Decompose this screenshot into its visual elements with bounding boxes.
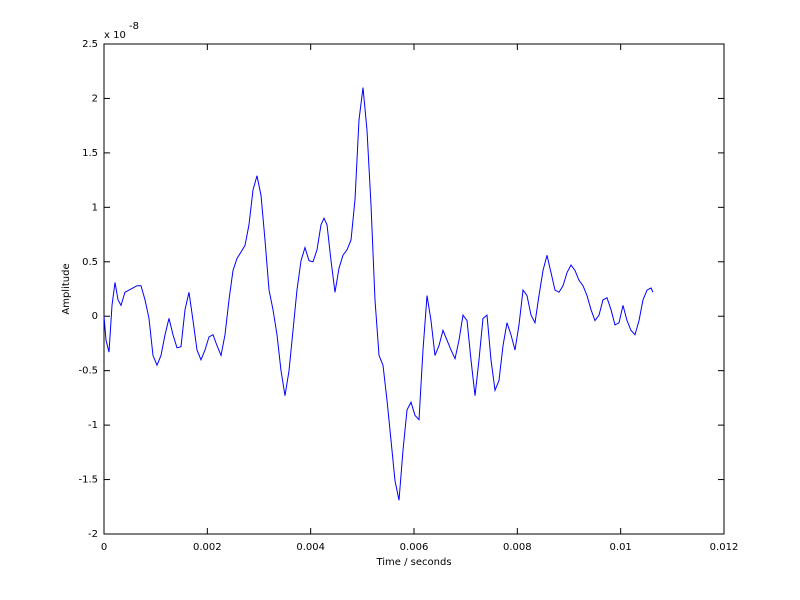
x-tick-label: 0 [101, 542, 107, 553]
x-tick-label: 0.01 [610, 542, 632, 553]
y-tick-label: 1.5 [82, 148, 98, 159]
x-axis-label: Time / seconds [375, 557, 451, 568]
y-multiplier: x 10 [104, 30, 126, 41]
y-tick-label: 2.5 [82, 39, 98, 50]
x-tick-label: 0.006 [400, 542, 429, 553]
y-tick-label: -1 [88, 420, 98, 431]
x-tick-label: 0.012 [710, 542, 739, 553]
y-tick-label: -2 [88, 529, 98, 540]
y-tick-label: 0.5 [82, 257, 98, 268]
data-line [103, 87, 654, 501]
y-axis-label: Amplitude [61, 263, 72, 314]
y-tick-label: 0 [92, 311, 98, 322]
x-tick-label: 0.004 [296, 542, 325, 553]
x-tick-label: 0.002 [193, 542, 222, 553]
x-tick-label: 0.008 [503, 542, 532, 553]
y-tick-label: -0.5 [78, 366, 98, 377]
y-tick-label: 1 [92, 202, 98, 213]
y-tick-label: -1.5 [78, 475, 98, 486]
y-multiplier-exponent: -8 [129, 21, 139, 32]
y-tick-label: 2 [92, 93, 98, 104]
